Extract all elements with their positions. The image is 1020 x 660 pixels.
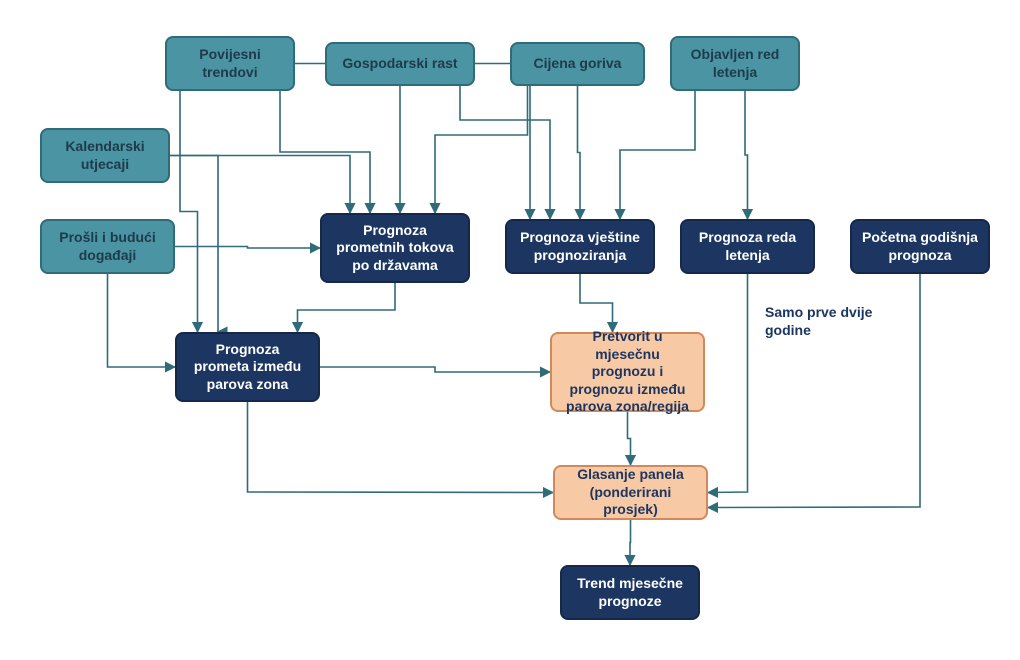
edge-econ-skill xyxy=(460,86,550,219)
node-fsched: Prognoza reda letenja xyxy=(680,219,815,274)
node-hist-label: Povijesni trendovi xyxy=(177,46,283,81)
node-sched: Objavljen red letenja xyxy=(670,36,800,91)
node-hist: Povijesni trendovi xyxy=(165,36,295,91)
node-fsched-label: Prognoza reda letenja xyxy=(692,229,803,264)
edge-conv-vote xyxy=(628,412,631,465)
node-sched-label: Objavljen red letenja xyxy=(682,46,788,81)
node-cal: Kalendarski utjecaji xyxy=(40,128,170,183)
node-vote: Glasanje panela (ponderirani prosjek) xyxy=(553,465,708,520)
edge-fuel-flows xyxy=(435,86,528,213)
edge-cal-zones xyxy=(170,156,218,333)
node-conv-label: Pretvorit u mjesečnu prognozu i prognozu… xyxy=(562,328,693,416)
edge-cal-flows xyxy=(170,156,350,214)
edge-fuel-skill xyxy=(578,86,581,219)
node-flows: Prognoza prometnih tokova po državama xyxy=(320,213,470,283)
edge-hist-skill xyxy=(295,64,530,220)
node-flows-label: Prognoza prometnih tokova po državama xyxy=(332,222,458,275)
node-annual: Početna godišnja prognoza xyxy=(850,219,990,274)
node-events-label: Prošli i budući događaji xyxy=(52,229,163,264)
edge-vote-trend xyxy=(630,520,631,565)
edge-sched-fsched xyxy=(745,91,748,219)
edge-fsched-vote xyxy=(708,274,748,493)
node-fuel: Cijena goriva xyxy=(510,42,645,86)
edge-hist-zones xyxy=(180,91,198,332)
label-firsttwo: Samo prve dvije godine xyxy=(765,304,875,339)
edge-zones-conv xyxy=(320,367,550,372)
node-conv: Pretvorit u mjesečnu prognozu i prognozu… xyxy=(550,332,705,412)
node-zones: Prognoza prometa između parova zona xyxy=(175,332,320,402)
node-cal-label: Kalendarski utjecaji xyxy=(52,138,158,173)
node-annual-label: Početna godišnja prognoza xyxy=(862,229,978,264)
edge-zones-vote xyxy=(248,402,554,493)
node-zones-label: Prognoza prometa između parova zona xyxy=(187,341,308,394)
edge-flows-zones xyxy=(298,283,396,332)
edge-sched-skill xyxy=(620,91,695,219)
node-skill-label: Prognoza vještine prognoziranja xyxy=(517,229,643,264)
node-trend-label: Trend mjesečne prognoze xyxy=(572,575,688,610)
edge-events-zones xyxy=(108,274,176,367)
node-econ-label: Gospodarski rast xyxy=(342,55,457,73)
node-fuel-label: Cijena goriva xyxy=(534,55,622,73)
node-vote-label: Glasanje panela (ponderirani prosjek) xyxy=(565,466,696,519)
edge-skill-conv xyxy=(580,274,613,332)
node-econ: Gospodarski rast xyxy=(325,42,475,86)
edge-hist-flows xyxy=(280,91,370,213)
node-trend: Trend mjesečne prognoze xyxy=(560,565,700,620)
flowchart-canvas: Povijesni trendovi Gospodarski rast Cijena… xyxy=(0,0,1020,660)
node-skill: Prognoza vještine prognoziranja xyxy=(505,219,655,274)
edge-events-flows xyxy=(175,247,320,249)
node-events: Prošli i budući događaji xyxy=(40,219,175,274)
